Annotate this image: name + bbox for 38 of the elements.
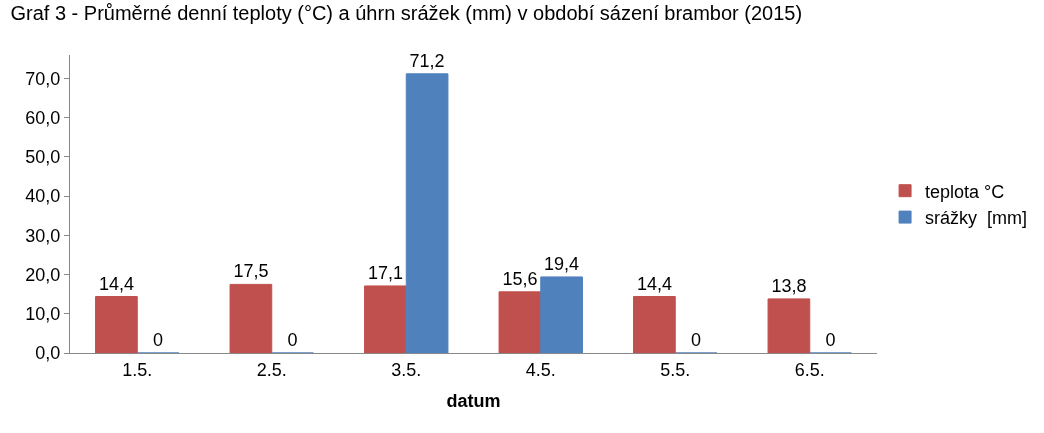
- y-tick-label: 40,0: [25, 186, 61, 207]
- bar: [540, 276, 583, 353]
- legend-label: srážky [mm]: [925, 208, 1028, 229]
- data-label: 14,4: [636, 273, 672, 294]
- chart-title: Graf 3 - Průměrné denní teploty (°C) a úhrn srážek (mm) v období sázení brambor (2015): [10, 2, 803, 25]
- x-tick-label: 1.5.: [122, 359, 153, 380]
- data-label: 0: [153, 330, 164, 350]
- legend-label: teplota °C: [925, 181, 1005, 202]
- y-tick-label: 70,0: [25, 68, 61, 89]
- data-label: 0: [691, 330, 702, 350]
- x-tick-label: 4.5.: [525, 359, 556, 380]
- bar: [767, 298, 811, 353]
- y-tick-label: 30,0: [25, 225, 61, 246]
- data-label: 19,4: [544, 253, 580, 274]
- y-tick-label: 0,0: [35, 343, 61, 364]
- y-tick-label: 50,0: [25, 147, 61, 168]
- x-axis-title: datum: [446, 390, 501, 411]
- data-label: 71,2: [409, 50, 445, 71]
- y-tick-label: 20,0: [25, 264, 61, 285]
- bar: [95, 296, 138, 353]
- bar: [405, 73, 449, 353]
- x-tick-label: 5.5.: [660, 359, 691, 380]
- x-tick-label: 2.5.: [256, 359, 287, 380]
- data-label: 14,4: [98, 273, 134, 294]
- data-label: 17,5: [233, 261, 269, 282]
- data-label: 17,1: [367, 262, 403, 283]
- bar: [364, 285, 407, 353]
- data-label: 0: [287, 330, 298, 350]
- bar: [498, 291, 542, 353]
- data-label: 0: [825, 330, 836, 350]
- y-tick-label: 60,0: [25, 108, 61, 129]
- data-label: 13,8: [771, 275, 807, 296]
- x-tick-label: 3.5.: [391, 359, 422, 380]
- bar: [229, 283, 273, 353]
- data-label: 15,6: [502, 268, 538, 289]
- x-tick-label: 6.5.: [794, 359, 825, 380]
- bar: [633, 296, 676, 353]
- y-tick-label: 10,0: [25, 304, 61, 325]
